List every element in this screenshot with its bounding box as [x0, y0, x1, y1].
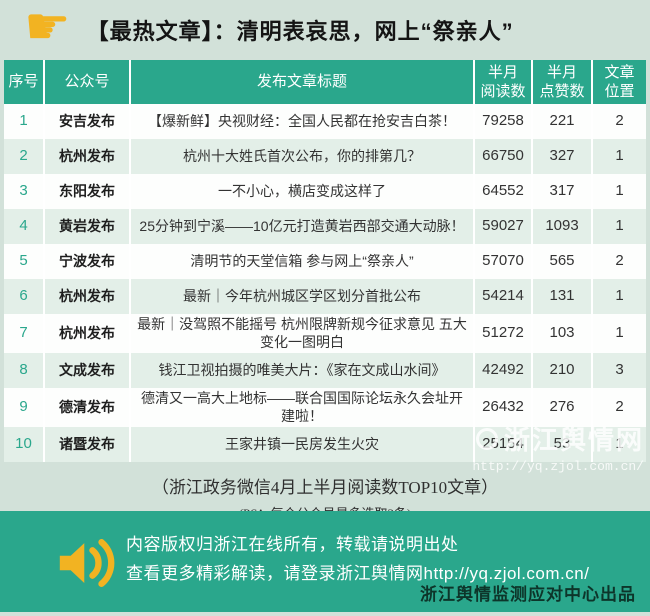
- pointing-hand-icon: ☛: [24, 0, 71, 56]
- title-cell: 25分钟到宁溪——10亿元打造黄岩西部交通大动脉！: [129, 209, 474, 244]
- account-cell: 文成发布: [43, 353, 130, 388]
- position-cell: 1: [591, 139, 646, 174]
- table-row: 7 杭州发布 最新｜没驾照不能摇号 杭州限牌新规今征求意见 五大变化一图明白 5…: [4, 314, 646, 353]
- title-cell: 德清又一高大上地标——联合国国际论坛永久会址开建啦！: [129, 388, 474, 427]
- title-cell: 【爆新鲜】央视财经：全国人民都在抢安吉白茶！: [129, 104, 474, 139]
- account-cell: 德清发布: [43, 388, 130, 427]
- col-header-likes-line1: 半月: [546, 63, 577, 81]
- footer-line-copyright: 内容版权归浙江在线所有，转载请说明出处: [126, 535, 459, 554]
- table-row: 9 德清发布 德清又一高大上地标——联合国国际论坛永久会址开建啦！ 26432 …: [4, 388, 646, 427]
- reads-cell: 26432: [473, 388, 532, 427]
- position-cell: 1: [591, 314, 646, 353]
- col-header-account: 公众号: [43, 60, 130, 104]
- position-cell: 1: [591, 279, 646, 314]
- title-cell: 杭州十大姓氏首次公布，你的排第几？: [129, 139, 474, 174]
- table-header-row: 序号 公众号 发布文章标题 半月 阅读数 半月 点赞数 文章 位置: [4, 60, 646, 104]
- position-cell: 1: [591, 174, 646, 209]
- likes-cell: 317: [531, 174, 592, 209]
- likes-cell: 327: [531, 139, 592, 174]
- footer-text: 内容版权归浙江在线所有，转载请说明出处 查看更多精彩解读，请登录浙江舆情网htt…: [126, 531, 589, 589]
- likes-cell: 221: [531, 104, 592, 139]
- reads-cell: 54214: [473, 279, 532, 314]
- table-row: 1 安吉发布 【爆新鲜】央视财经：全国人民都在抢安吉白茶！ 79258 221 …: [4, 104, 646, 139]
- source-note: （浙江政务微信4月上半月阅读数TOP10文章）: [151, 478, 499, 497]
- col-header-position-line2: 位置: [604, 83, 635, 100]
- col-header-reads-line2: 阅读数: [480, 83, 526, 100]
- title-cell: 最新｜没驾照不能摇号 杭州限牌新规今征求意见 五大变化一图明白: [129, 314, 474, 353]
- title-cell: 清明节的天堂信箱 参与网上“祭亲人”: [129, 244, 474, 279]
- account-cell: 杭州发布: [43, 139, 130, 174]
- account-cell: 宁波发布: [43, 244, 130, 279]
- col-header-rank: 序号: [4, 60, 44, 104]
- rank-cell: 2: [4, 139, 44, 174]
- likes-cell: 53: [531, 427, 592, 462]
- account-cell: 诸暨发布: [43, 427, 130, 462]
- reads-cell: 25154: [473, 427, 532, 462]
- table-row: 3 东阳发布 一不小心，横店变成这样了 64552 317 1: [4, 174, 646, 209]
- col-header-likes: 半月 点赞数: [531, 60, 592, 104]
- position-cell: 2: [591, 104, 646, 139]
- table-row: 5 宁波发布 清明节的天堂信箱 参与网上“祭亲人” 57070 565 2: [4, 244, 646, 279]
- table-row: 4 黄岩发布 25分钟到宁溪——10亿元打造黄岩西部交通大动脉！ 59027 1…: [4, 209, 646, 244]
- position-cell: 1: [591, 427, 646, 462]
- account-cell: 杭州发布: [43, 279, 130, 314]
- account-cell: 杭州发布: [43, 314, 130, 353]
- rank-cell: 8: [4, 353, 44, 388]
- page-title: 【最热文章】：清明表哀思，网上“祭亲人”: [86, 19, 514, 44]
- rank-cell: 3: [4, 174, 44, 209]
- speaker-icon: [59, 538, 115, 588]
- title-cell: 最新｜今年杭州城区学区划分首批公布: [129, 279, 474, 314]
- reads-cell: 57070: [473, 244, 532, 279]
- position-cell: 1: [591, 209, 646, 244]
- account-cell: 黄岩发布: [43, 209, 130, 244]
- footer-credit: 浙江舆情监测应对中心出品: [420, 585, 636, 604]
- rank-cell: 6: [4, 279, 44, 314]
- rank-cell: 10: [4, 427, 44, 462]
- col-header-likes-line2: 点赞数: [539, 83, 585, 100]
- title-bar: ☛ 【最热文章】：清明表哀思，网上“祭亲人”: [0, 0, 650, 60]
- col-header-account-label: 公众号: [64, 73, 110, 91]
- position-cell: 3: [591, 353, 646, 388]
- title-cell: 钱江卫视拍摄的唯美大片：《家在文成山水间》: [129, 353, 474, 388]
- col-header-rank-label: 序号: [8, 73, 39, 91]
- table-row: 2 杭州发布 杭州十大姓氏首次公布，你的排第几？ 66750 327 1: [4, 139, 646, 174]
- reads-cell: 64552: [473, 174, 532, 209]
- likes-cell: 1093: [531, 209, 592, 244]
- reads-cell: 79258: [473, 104, 532, 139]
- account-cell: 安吉发布: [43, 104, 130, 139]
- reads-cell: 51272: [473, 314, 532, 353]
- col-header-position-line1: 文章: [604, 63, 635, 81]
- position-cell: 2: [591, 388, 646, 427]
- rank-cell: 5: [4, 244, 44, 279]
- rank-cell: 9: [4, 388, 44, 427]
- likes-cell: 276: [531, 388, 592, 427]
- title-cell: 一不小心，横店变成这样了: [129, 174, 474, 209]
- footer-banner: 内容版权归浙江在线所有，转载请说明出处 查看更多精彩解读，请登录浙江舆情网htt…: [0, 511, 650, 612]
- table-row: 10 诸暨发布 王家井镇一民房发生火灾 25154 53 1: [4, 427, 646, 462]
- reads-cell: 66750: [473, 139, 532, 174]
- rank-cell: 7: [4, 314, 44, 353]
- reads-cell: 42492: [473, 353, 532, 388]
- table-row: 6 杭州发布 最新｜今年杭州城区学区划分首批公布 54214 131 1: [4, 279, 646, 314]
- position-cell: 2: [591, 244, 646, 279]
- col-header-reads-line1: 半月: [487, 63, 518, 81]
- likes-cell: 131: [531, 279, 592, 314]
- hot-articles-table: 序号 公众号 发布文章标题 半月 阅读数 半月 点赞数 文章 位置 1 安吉发布…: [4, 60, 646, 462]
- footer-line-url: 查看更多精彩解读，请登录浙江舆情网http://yq.zjol.com.cn/: [126, 563, 590, 583]
- col-header-title: 发布文章标题: [129, 60, 474, 104]
- likes-cell: 565: [531, 244, 592, 279]
- col-header-position: 文章 位置: [591, 60, 646, 104]
- likes-cell: 103: [531, 314, 592, 353]
- col-header-title-label: 发布文章标题: [256, 73, 347, 91]
- title-cell: 王家井镇一民房发生火灾: [129, 427, 474, 462]
- account-cell: 东阳发布: [43, 174, 130, 209]
- likes-cell: 210: [531, 353, 592, 388]
- col-header-reads: 半月 阅读数: [473, 60, 532, 104]
- table-row: 8 文成发布 钱江卫视拍摄的唯美大片：《家在文成山水间》 42492 210 3: [4, 353, 646, 388]
- rank-cell: 1: [4, 104, 44, 139]
- reads-cell: 59027: [473, 209, 532, 244]
- rank-cell: 4: [4, 209, 44, 244]
